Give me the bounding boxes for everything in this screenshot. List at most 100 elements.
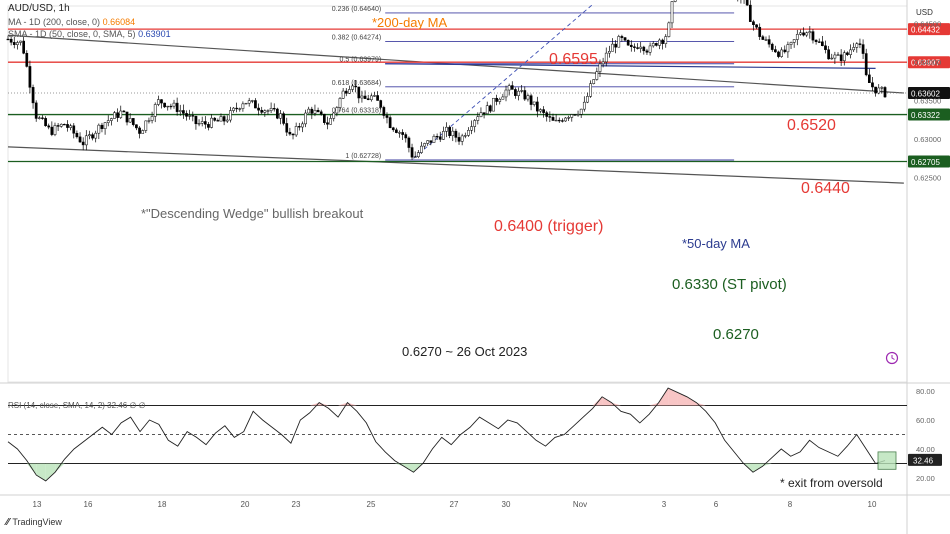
candle-body — [789, 42, 793, 45]
time-axis-tick: 16 — [84, 500, 93, 509]
brand[interactable]: ⁄⁄ TradingView — [6, 517, 62, 528]
sma50-legend[interactable]: SMA - 1D (50, close, 0, SMA, 5) 0.63901 — [8, 29, 171, 39]
time-axis-tick: 6 — [714, 500, 719, 509]
candle-body — [16, 42, 19, 45]
candle-body — [510, 85, 514, 90]
candle-body — [645, 50, 649, 53]
candle-body — [636, 47, 639, 49]
candle-body — [66, 124, 69, 128]
candle-body — [341, 90, 345, 99]
candle-body — [814, 39, 818, 42]
rsi-line — [7, 387, 886, 482]
candle-body — [150, 116, 154, 121]
candle-body — [623, 37, 627, 41]
ma200-legend-value: 0.66084 — [102, 17, 136, 27]
candle-body — [795, 34, 799, 40]
candle-body — [567, 117, 571, 119]
candle-body — [382, 107, 386, 116]
candle-body — [366, 98, 370, 101]
candle-body — [830, 57, 834, 60]
rsi-overbought-fill — [668, 388, 678, 406]
candle-body — [238, 108, 242, 110]
candle-body — [34, 102, 38, 119]
support-price-tag — [908, 108, 950, 121]
candle-body — [595, 71, 599, 80]
candle-body — [56, 125, 60, 127]
candle-body — [391, 127, 395, 131]
candle-body — [861, 44, 865, 54]
candle-body — [91, 134, 94, 139]
candle-body — [47, 125, 51, 128]
candle-body — [41, 117, 44, 119]
time-axis: 13 16 18 20 23 25 27 30 Nov 3 6 8 10 — [33, 500, 877, 509]
rsi-axis-tick: 40.00 — [916, 445, 935, 454]
candle-body — [247, 100, 251, 104]
candle-body — [191, 115, 195, 117]
candle-body — [379, 100, 383, 108]
candle-body — [842, 52, 846, 61]
fib-level-label: 0.618 (0.63684) — [332, 80, 381, 87]
candle-body — [351, 85, 354, 90]
candle-body — [783, 49, 787, 53]
candle-body — [326, 122, 329, 125]
candle-body — [285, 123, 289, 133]
candle-body — [219, 116, 223, 122]
support-price-tag — [908, 155, 950, 168]
candle-body — [141, 130, 145, 134]
candle-body — [229, 110, 232, 121]
candle-body — [608, 51, 611, 54]
candle-body — [401, 132, 404, 135]
candle-body — [570, 114, 574, 118]
candle-body — [526, 95, 530, 100]
candle-body — [37, 117, 41, 119]
rsi-legend[interactable]: RSI (14, close, SMA, 14, 2) 32.46 ∅ ∅ — [8, 401, 146, 410]
candle-body — [476, 116, 480, 121]
rsi-legend-label: RSI (14, close, SMA, 14, 2) — [8, 401, 105, 410]
candle-body — [542, 109, 545, 113]
candle-body — [348, 89, 351, 94]
candle-body — [855, 43, 859, 48]
candle-body — [532, 101, 536, 105]
rsi-oversold-fill — [26, 463, 37, 476]
candle-body — [100, 124, 104, 129]
candle-body — [451, 130, 455, 136]
candle-body — [767, 39, 771, 45]
candle-body — [535, 101, 539, 112]
wedge-annotation: *"Descending Wedge" bullish breakout — [141, 206, 364, 221]
candle-body — [852, 47, 856, 51]
low-annotation: 0.6270 ~ 26 Oct 2023 — [402, 344, 528, 359]
candle-body — [225, 119, 229, 122]
candle-body — [279, 113, 282, 119]
candle-body — [442, 131, 445, 140]
candle-body — [269, 108, 273, 111]
ma200-legend[interactable]: MA - 1D (200, close, 0) 0.66084 — [8, 17, 135, 27]
candle-body — [482, 112, 486, 115]
candle-body — [210, 117, 213, 128]
candle-body — [94, 132, 98, 139]
time-axis-tick: 23 — [292, 500, 301, 509]
candle-body — [774, 49, 777, 53]
candle-body — [877, 87, 881, 94]
sma50-legend-value: 0.63901 — [138, 29, 171, 39]
candle-body — [31, 87, 35, 104]
ma200-legend-label: MA - 1D (200, close, 0) — [8, 17, 101, 27]
rsi-legend-value: 32.46 — [107, 401, 128, 410]
candle-body — [163, 102, 166, 108]
candle-body — [131, 118, 135, 125]
candle-body — [554, 119, 558, 122]
resistance-price-tag-text: 0.63997 — [911, 59, 940, 68]
time-axis-tick: 8 — [788, 500, 793, 509]
candle-body — [97, 124, 101, 134]
candle-body — [12, 42, 16, 45]
candle-body — [548, 116, 552, 118]
candle-body — [213, 117, 217, 121]
candle-body — [495, 97, 498, 102]
level-6270-annotation: 0.6270 — [713, 326, 759, 343]
candle-body — [338, 98, 342, 108]
candle-body — [420, 145, 423, 153]
candle-body — [626, 39, 630, 46]
candle-body — [752, 21, 755, 25]
candle-body — [244, 102, 248, 105]
candle-body — [805, 32, 809, 36]
candle-body — [764, 39, 768, 41]
